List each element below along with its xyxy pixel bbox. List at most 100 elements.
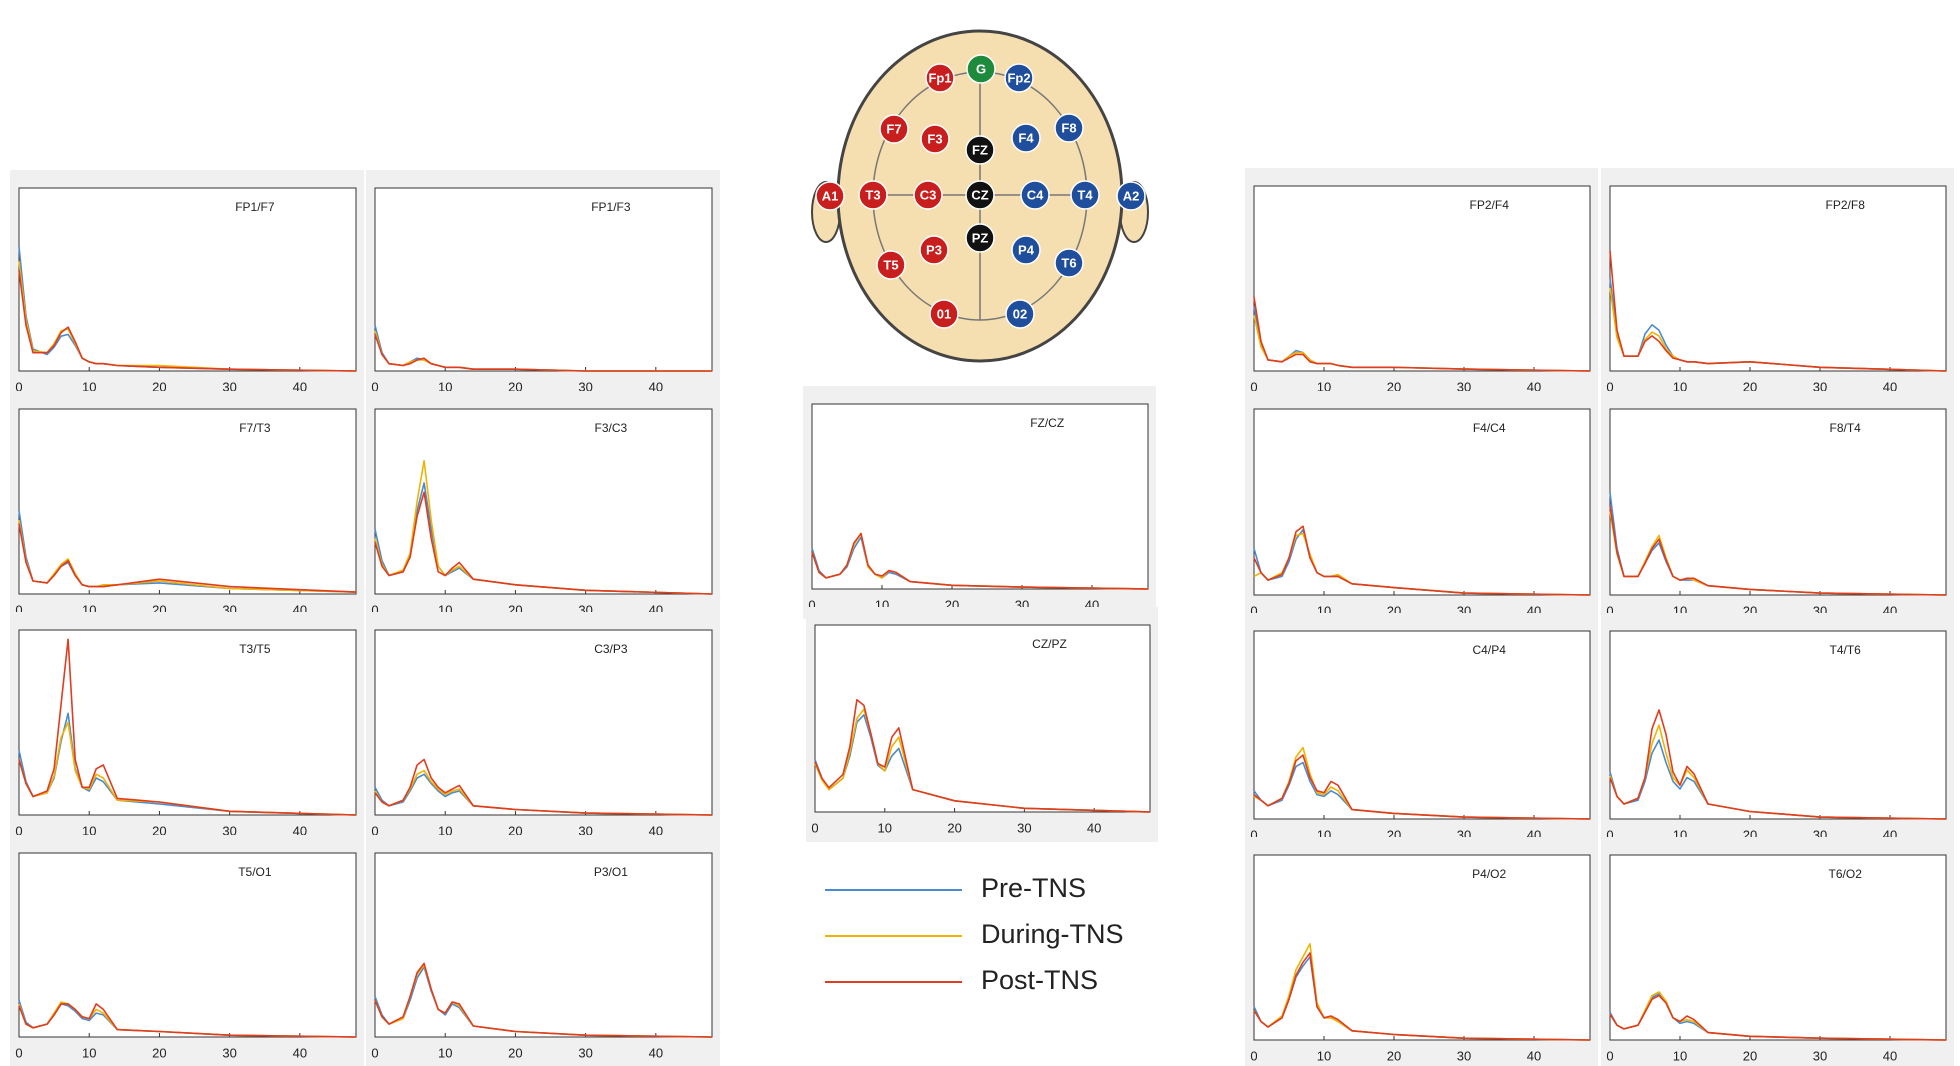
panel-title: P4/O2 bbox=[1472, 867, 1506, 881]
figure: G Fp1 Fp2 F7 F3 FZ F4 F8 A1 T3 C3 CZ C4 T4 A2 T5 P3 PZ P4 T… bbox=[0, 0, 1960, 1066]
panel: 010203040T3/T5 bbox=[10, 612, 364, 845]
panel-title: T3/T5 bbox=[239, 642, 271, 656]
panel: 0 10 20 30 40 T5/O1 bbox=[10, 835, 364, 1066]
plot-area bbox=[19, 188, 356, 371]
x-tick-label: 30 bbox=[578, 1045, 592, 1060]
panel-title: CZ/PZ bbox=[1032, 637, 1067, 651]
x-tick-label: 20 bbox=[508, 1045, 522, 1060]
x-tick-label: 0 bbox=[15, 1045, 22, 1060]
legend-label: Pre-TNS bbox=[981, 873, 1086, 903]
panel: 0 10 20 30 40 CZ/PZ bbox=[806, 607, 1158, 842]
x-tick-label: 20 bbox=[1387, 1048, 1401, 1063]
plot-area bbox=[375, 853, 712, 1037]
page: {"chart_data": [ {"type": "line", "title… bbox=[0, 0, 1960, 1066]
electrode-label: A1 bbox=[822, 188, 839, 203]
electrode-label: CZ bbox=[971, 187, 988, 202]
x-tick-label: 10 bbox=[878, 820, 892, 835]
electrode-label: P3 bbox=[926, 242, 942, 257]
electrode-label: Fp2 bbox=[1007, 70, 1030, 85]
panel-title: F4/C4 bbox=[1473, 421, 1506, 435]
electrode-label: P4 bbox=[1018, 242, 1035, 257]
plot-area bbox=[1254, 409, 1590, 595]
plot-area bbox=[1254, 631, 1590, 819]
panel: 010203040FP2/F4 bbox=[1245, 168, 1598, 401]
electrode-label: F3 bbox=[927, 131, 942, 146]
legend-label: Post-TNS bbox=[981, 965, 1098, 995]
x-tick-label: 0 bbox=[1606, 1048, 1613, 1063]
panel-title: P3/O1 bbox=[594, 865, 628, 879]
panel-title: FP2/F4 bbox=[1470, 198, 1510, 212]
electrode-label: F4 bbox=[1018, 130, 1034, 145]
electrode-label: C3 bbox=[920, 187, 937, 202]
panel: 0 10 20 30 40 P3/O1 bbox=[366, 835, 720, 1066]
x-tick-label: 10 bbox=[82, 1045, 96, 1060]
panel-title: T6/O2 bbox=[1829, 867, 1863, 881]
panel-title: FZ/CZ bbox=[1030, 416, 1064, 430]
panel-title: C4/P4 bbox=[1473, 643, 1507, 657]
panel-title: F8/T4 bbox=[1830, 421, 1862, 435]
panel: 010203040F7/T3 bbox=[10, 391, 364, 624]
panel-title: F3/C3 bbox=[595, 421, 628, 435]
plot-area bbox=[1610, 855, 1946, 1040]
plot-area bbox=[812, 404, 1148, 589]
x-tick-label: 10 bbox=[1317, 1048, 1331, 1063]
electrode-label: A2 bbox=[1123, 188, 1140, 203]
x-tick-label: 30 bbox=[222, 1045, 236, 1060]
electrode-label: 02 bbox=[1013, 306, 1027, 321]
electrode-label: Fp1 bbox=[928, 70, 951, 85]
panel-title: C3/P3 bbox=[594, 642, 628, 656]
plot-area bbox=[375, 630, 712, 815]
electrode-label: T6 bbox=[1061, 255, 1076, 270]
electrode-label: T5 bbox=[883, 257, 898, 272]
x-tick-label: 30 bbox=[1813, 1048, 1827, 1063]
x-tick-label: 30 bbox=[1017, 820, 1031, 835]
legend-label: During-TNS bbox=[981, 919, 1124, 949]
legend: Pre-TNS During-TNS Post-TNS bbox=[825, 873, 1124, 995]
head-diagram: G Fp1 Fp2 F7 F3 FZ F4 F8 A1 T3 C3 CZ C4 T4 A2 T5 P3 PZ P4 T… bbox=[812, 31, 1148, 361]
electrode-label: F8 bbox=[1061, 120, 1076, 135]
x-tick-label: 10 bbox=[438, 1045, 452, 1060]
panel-title: FP1/F7 bbox=[235, 200, 275, 214]
panel: 010203040F8/T4 bbox=[1601, 391, 1954, 625]
electrode-label: FZ bbox=[972, 142, 988, 157]
plot-area bbox=[1610, 631, 1946, 819]
panel: 010203040FP2/F8 bbox=[1601, 168, 1954, 401]
panel-title: FP1/F3 bbox=[591, 200, 631, 214]
x-tick-label: 0 bbox=[1250, 1048, 1257, 1063]
electrode-label: F7 bbox=[886, 121, 901, 136]
x-tick-label: 40 bbox=[649, 1045, 663, 1060]
x-tick-label: 40 bbox=[293, 1045, 307, 1060]
electrode-label: PZ bbox=[972, 230, 989, 245]
x-tick-label: 20 bbox=[1743, 1048, 1757, 1063]
x-tick-label: 40 bbox=[1883, 1048, 1897, 1063]
x-tick-label: 0 bbox=[371, 1045, 378, 1060]
x-tick-label: 20 bbox=[152, 1045, 166, 1060]
plot-area bbox=[1610, 409, 1946, 595]
x-tick-label: 40 bbox=[1087, 820, 1101, 835]
electrode-label: T4 bbox=[1077, 187, 1093, 202]
panel-title: T5/O1 bbox=[238, 865, 272, 879]
x-tick-label: 40 bbox=[1527, 1048, 1541, 1063]
plot-area bbox=[375, 188, 712, 371]
panel-title: FP2/F8 bbox=[1826, 198, 1866, 212]
electrode-label: 01 bbox=[937, 306, 951, 321]
x-tick-label: 20 bbox=[947, 820, 961, 835]
panel-title: T4/T6 bbox=[1830, 643, 1862, 657]
electrode-label: T3 bbox=[865, 187, 880, 202]
electrode-label: G bbox=[976, 61, 986, 76]
x-tick-label: 30 bbox=[1457, 1048, 1471, 1063]
panel-title: F7/T3 bbox=[239, 421, 271, 435]
panel: 010203040F3/C3 bbox=[366, 391, 720, 624]
plot-area bbox=[19, 853, 356, 1037]
x-tick-label: 0 bbox=[811, 820, 818, 835]
plot-area bbox=[1254, 186, 1590, 371]
electrode-label: C4 bbox=[1027, 187, 1044, 202]
